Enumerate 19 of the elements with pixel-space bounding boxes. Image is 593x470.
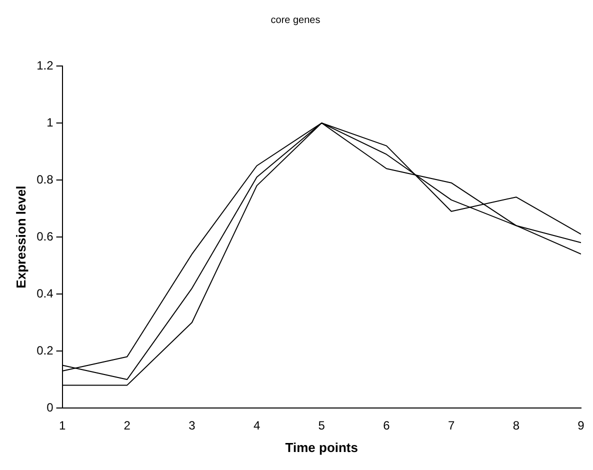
x-tick-label: 5: [318, 418, 326, 433]
x-tick-label: 6: [383, 418, 390, 433]
x-tick-label: 4: [253, 418, 260, 433]
x-tick-label: 8: [512, 418, 520, 433]
y-axis-title: Expression level: [13, 186, 28, 288]
y-tick-label: 0.8: [36, 172, 54, 186]
y-tick-label: 0.4: [36, 286, 54, 300]
x-axis-title: Time points: [285, 440, 358, 455]
y-tick-label: 0.6: [36, 229, 54, 244]
x-tick-label: 7: [448, 418, 455, 433]
x-tick-label: 1: [58, 418, 66, 433]
x-tick-label: 9: [578, 418, 585, 433]
y-tick-label: 1: [46, 115, 54, 130]
y-tick-label: 0: [46, 400, 54, 414]
x-tick-label: 3: [188, 418, 196, 433]
y-tick-label: 0.2: [36, 343, 54, 358]
chart-title: core genes: [270, 14, 320, 26]
x-tick-label: 2: [124, 418, 131, 433]
y-tick-label: 1.2: [36, 58, 54, 72]
